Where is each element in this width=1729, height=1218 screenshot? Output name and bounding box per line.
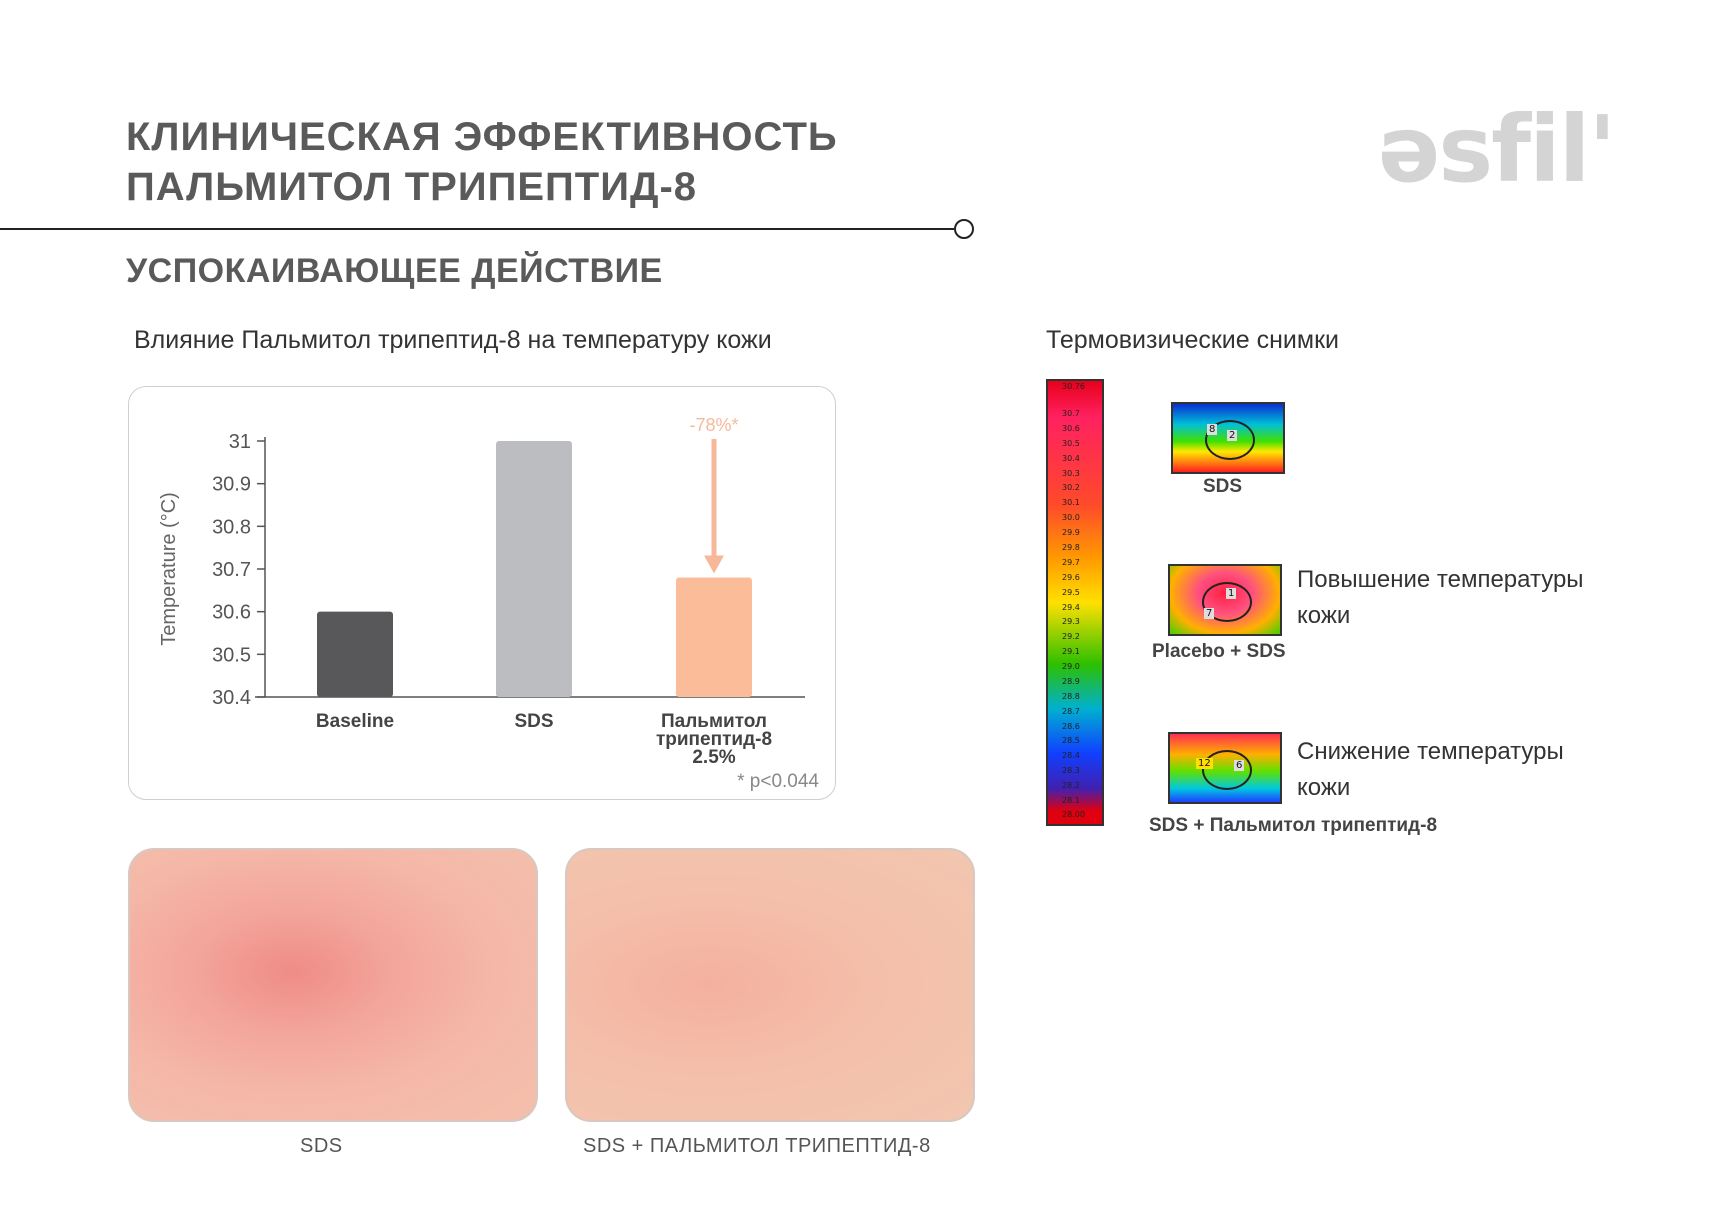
measure-circle — [1202, 750, 1252, 790]
thermal-marker: 8 — [1207, 424, 1218, 435]
scale-tick-label: 29.6 — [1062, 572, 1080, 582]
measure-circle — [1205, 420, 1255, 460]
scale-tick-label: 29.5 — [1062, 587, 1080, 597]
skin-photo-sds — [128, 848, 538, 1122]
scale-tick-label: 29.7 — [1062, 557, 1080, 567]
scale-tick-label: 30.5 — [1062, 438, 1080, 448]
scale-tick-label: 29.0 — [1062, 662, 1080, 672]
title-line-1: КЛИНИЧЕСКАЯ ЭФФЕКТИВНОСТЬ — [126, 115, 838, 159]
scale-tick-label: 30.2 — [1062, 483, 1080, 493]
scale-tick-label: 29.9 — [1062, 528, 1080, 538]
thermal-marker: 7 — [1204, 608, 1215, 619]
title-line-2: ПАЛЬМИТОЛ ТРИПЕПТИД-8 — [126, 165, 698, 209]
photo-label-right: SDS + ПАЛЬМИТОЛ ТРИПЕПТИД-8 — [583, 1135, 931, 1157]
y-tick-label: 30.9 — [212, 474, 251, 496]
bar — [676, 577, 752, 697]
x-tick-label: Пальмитол — [661, 711, 767, 732]
scale-tick-label: 28.2 — [1062, 781, 1080, 791]
temperature-color-scale — [1046, 379, 1104, 826]
scale-tick-label: 29.1 — [1062, 647, 1080, 657]
desc-line: Повышение температуры — [1297, 566, 1584, 593]
bar — [496, 441, 572, 697]
thermal-image-placebo: 1 7 — [1168, 564, 1282, 636]
scale-bottom-value: 28.00 — [1062, 810, 1085, 819]
temperature-bar-chart: 30.4 30.5 30.6 30.7 30.8 30.9 31 Temperature (°… — [158, 415, 819, 792]
scale-tick-label: 30.7 — [1062, 409, 1080, 418]
scale-tick-label: 29.2 — [1062, 632, 1080, 642]
chart-footnote: * p<0.044 — [737, 771, 819, 792]
scale-tick-label: 30.4 — [1062, 453, 1080, 463]
scale-tick-label: 28.7 — [1062, 706, 1080, 716]
scale-tick-label: 28.9 — [1062, 676, 1080, 686]
thermal-image-palmitoyl: 12 6 — [1168, 732, 1282, 804]
header-divider — [0, 228, 954, 230]
measure-circle — [1202, 582, 1252, 622]
scale-tick-label: 28.1 — [1062, 796, 1080, 805]
x-tick-label: SDS — [514, 711, 553, 732]
scale-tick-label: 28.4 — [1062, 751, 1080, 761]
y-tick-label: 31 — [229, 431, 251, 453]
thermal-label-sds: SDS — [1203, 476, 1243, 497]
chart-panel: 30.4 30.5 30.6 30.7 30.8 30.9 31 Temperature (°… — [128, 386, 836, 800]
scale-tick-label: 28.6 — [1062, 721, 1080, 731]
desc-line: Снижение температуры — [1297, 738, 1564, 765]
skin-photo-sds-palmitoyl — [565, 848, 975, 1122]
thermal-marker: 1 — [1226, 588, 1237, 599]
photo-label-left: SDS — [300, 1135, 343, 1157]
thermal-marker: 2 — [1227, 430, 1238, 441]
thermal-label-placebo: Placebo + SDS — [1152, 641, 1286, 662]
desc-line: кожи — [1297, 602, 1351, 629]
thermo-title: Термовизические снимки — [1046, 326, 1339, 354]
thermal-marker: 6 — [1234, 760, 1245, 771]
y-tick-label: 30.4 — [212, 687, 251, 709]
brand-logo: əsfil' — [1378, 96, 1616, 203]
y-tick-label: 30.7 — [212, 559, 251, 581]
scale-tick-label: 30.1 — [1062, 498, 1080, 508]
scale-tick-label: 30.0 — [1062, 513, 1080, 523]
scale-tick-label: 28.3 — [1062, 766, 1080, 776]
y-tick-label: 30.5 — [212, 644, 251, 666]
scale-tick-label: 28.8 — [1062, 691, 1080, 701]
divider-end-circle — [954, 219, 974, 239]
x-tick-label: Baseline — [316, 711, 394, 732]
annotation-arrow-head — [704, 555, 724, 574]
scale-tick-label: 29.8 — [1062, 542, 1080, 552]
x-tick-label: 2.5% — [692, 747, 735, 768]
thermal-desc-decrease: Снижение температуры кожи — [1297, 734, 1564, 806]
thermal-label-palmitoyl: SDS + Пальмитол трипептид-8 — [1149, 815, 1438, 836]
scale-tick-label: 30.6 — [1062, 423, 1080, 433]
annotation-label: -78%* — [689, 415, 738, 435]
bar — [317, 611, 393, 697]
scale-tick-label: 30.3 — [1062, 468, 1080, 478]
section-title: УСПОКАИВАЮЩЕЕ ДЕЙСТВИЕ — [126, 252, 663, 290]
y-tick-label: 30.6 — [212, 602, 251, 624]
chart-caption: Влияние Пальмитол трипептид-8 на темпера… — [134, 326, 772, 354]
page-title: КЛИНИЧЕСКАЯ ЭФФЕКТИВНОСТЬ ПАЛЬМИТОЛ ТРИП… — [126, 112, 838, 212]
x-tick-label: трипептид-8 — [656, 729, 772, 750]
y-axis-label: Temperature (°C) — [158, 492, 180, 646]
thermal-marker: 12 — [1196, 758, 1213, 769]
thermal-image-sds: 8 2 — [1171, 402, 1285, 474]
y-tick-label: 30.8 — [212, 516, 251, 538]
desc-line: кожи — [1297, 774, 1351, 801]
scale-tick-label: 29.4 — [1062, 602, 1080, 612]
thermal-desc-increase: Повышение температуры кожи — [1297, 562, 1584, 634]
scale-tick-label: 28.5 — [1062, 736, 1080, 746]
scale-tick-label: 29.3 — [1062, 617, 1080, 627]
scale-top-value: 30.76 — [1062, 382, 1085, 391]
